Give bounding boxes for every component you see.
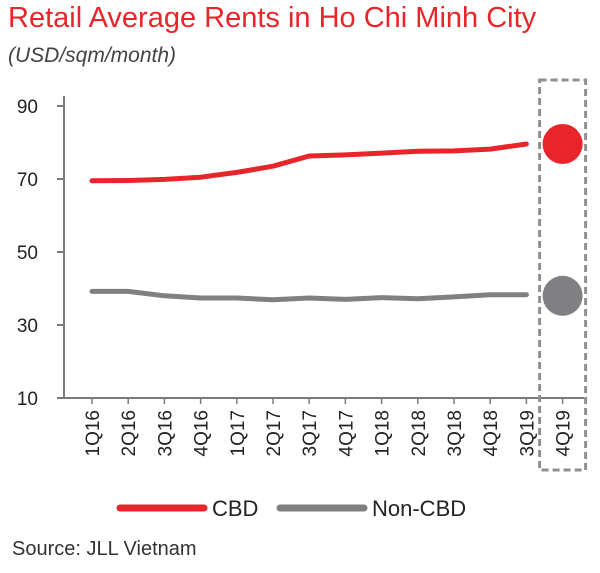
y-tick-label: 10 [17,389,38,410]
x-tick-label: 4Q19 [554,410,575,456]
x-tick-label: 3Q19 [517,410,538,456]
y-tick-label: 30 [17,316,38,337]
highlight-dashed-box [538,78,588,472]
series-marker-1 [542,275,583,316]
x-tick-label: 4Q18 [481,410,502,456]
x-tick-label: 3Q16 [155,410,176,456]
series-marker-0 [542,123,583,164]
x-tick-label: 4Q17 [336,410,357,456]
chart-axes [63,96,584,399]
highlight-box [538,78,588,472]
x-tick-label: 2Q18 [409,410,430,456]
legend: CBD Non-CBD [116,496,466,521]
x-axis-ticks: 1Q16 2Q16 3Q16 4Q16 1Q17 2Q17 3Q17 4Q17 1Q18 2Q18… [83,398,575,456]
x-tick-label: 1Q16 [83,410,104,456]
y-tick-label: 50 [17,243,38,264]
series-line-0 [89,141,529,184]
x-tick-label: 2Q16 [119,410,140,456]
chart-title: Retail Average Rents in Ho Chi Minh City [8,2,537,34]
y-tick-label: 70 [17,170,38,191]
x-tick-label: 1Q17 [228,410,249,456]
x-tick-label: 3Q17 [300,410,321,456]
legend-label-1: Non-CBD [372,496,466,521]
series-lines [89,123,583,316]
x-tick-label: 1Q18 [373,410,394,456]
x-tick-label: 2Q17 [264,410,285,456]
chart-subtitle: (USD/sqm/month) [8,44,177,67]
series-line-1 [89,288,529,303]
x-tick-label: 4Q16 [192,410,213,456]
y-tick-label: 90 [17,97,38,118]
source-note: Source: JLL Vietnam [12,538,197,560]
legend-label-0: CBD [212,496,258,521]
y-axis-ticks: 90 70 50 30 10 [17,97,64,410]
x-tick-label: 3Q18 [445,410,466,456]
